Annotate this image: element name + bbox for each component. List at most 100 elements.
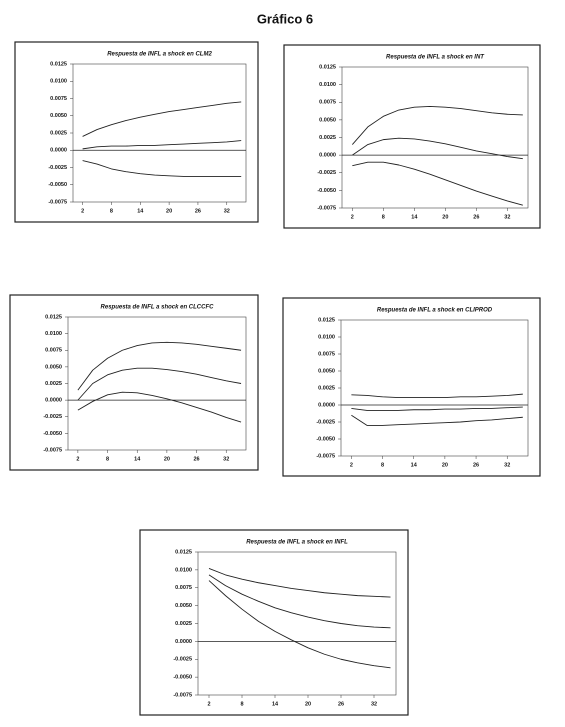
x-tick-label: 8 bbox=[382, 214, 385, 220]
response-line bbox=[352, 137, 523, 160]
y-tick-label: 0.0125 bbox=[175, 549, 192, 555]
y-tick-label: -0.0025 bbox=[43, 414, 62, 420]
y-tick-label: 0.0050 bbox=[50, 113, 67, 119]
y-tick-label: -0.0050 bbox=[43, 431, 62, 437]
response-line bbox=[208, 574, 391, 629]
y-tick-label: -0.0075 bbox=[43, 447, 62, 453]
response-line bbox=[82, 160, 242, 177]
page-title: Gráfico 6 bbox=[257, 11, 313, 26]
x-tick-label: 32 bbox=[224, 208, 230, 214]
chart-frame bbox=[14, 41, 259, 223]
chart-frame bbox=[139, 529, 409, 716]
y-tick-label: -0.0075 bbox=[317, 205, 336, 211]
x-tick-label: 14 bbox=[272, 701, 279, 707]
response-line bbox=[82, 101, 242, 137]
x-tick-label: 26 bbox=[195, 208, 201, 214]
response-line bbox=[208, 568, 391, 598]
y-tick-label: 0.0025 bbox=[50, 130, 67, 136]
y-tick-label: -0.0050 bbox=[173, 675, 192, 681]
y-tick-label: 0.0100 bbox=[50, 79, 67, 85]
x-tick-label: 26 bbox=[193, 456, 199, 462]
response-line bbox=[82, 140, 242, 150]
x-tick-label: 20 bbox=[166, 208, 172, 214]
x-tick-label: 32 bbox=[223, 456, 229, 462]
x-tick-label: 2 bbox=[351, 214, 354, 220]
y-tick-label: 0.0075 bbox=[45, 348, 62, 354]
x-tick-label: 2 bbox=[81, 208, 84, 214]
response-line bbox=[77, 367, 242, 401]
y-tick-label: 0.0050 bbox=[318, 368, 335, 374]
y-tick-label: 0.0100 bbox=[319, 82, 336, 88]
x-tick-label: 2 bbox=[76, 456, 79, 462]
y-tick-label: 0.0100 bbox=[45, 331, 62, 337]
y-tick-label: 0.0125 bbox=[319, 64, 336, 70]
y-tick-label: -0.0075 bbox=[316, 453, 335, 459]
y-tick-label: -0.0025 bbox=[173, 657, 192, 663]
y-tick-label: 0.0075 bbox=[175, 585, 192, 591]
response-line bbox=[351, 106, 523, 145]
x-tick-label: 20 bbox=[442, 462, 448, 468]
y-tick-label: -0.0075 bbox=[48, 199, 67, 205]
x-tick-label: 14 bbox=[411, 462, 418, 468]
y-tick-label: 0.0025 bbox=[318, 385, 335, 391]
chart-title: Respuesta de INFL a shock en CLCCFC bbox=[101, 305, 215, 311]
y-tick-label: 0.0100 bbox=[318, 334, 335, 340]
x-tick-label: 26 bbox=[473, 214, 479, 220]
y-tick-label: 0.0075 bbox=[318, 351, 335, 357]
chart-title: Respuesta de INFL a shock en CLM2 bbox=[107, 52, 212, 58]
y-tick-label: 0.0000 bbox=[319, 153, 336, 159]
response-line bbox=[77, 391, 242, 423]
y-tick-label: -0.0075 bbox=[173, 692, 192, 698]
chart-title: Respuesta de INFL a shock en INT bbox=[386, 55, 485, 61]
x-tick-label: 8 bbox=[110, 208, 113, 214]
y-tick-label: 0.0025 bbox=[45, 381, 62, 387]
chart-frame bbox=[282, 297, 541, 477]
x-tick-label: 32 bbox=[504, 214, 510, 220]
x-tick-label: 14 bbox=[134, 456, 141, 462]
y-tick-label: -0.0050 bbox=[317, 188, 336, 194]
x-tick-label: 20 bbox=[164, 456, 170, 462]
y-tick-label: -0.0025 bbox=[317, 170, 336, 176]
y-tick-label: -0.0050 bbox=[48, 182, 67, 188]
x-tick-label: 8 bbox=[381, 462, 384, 468]
x-tick-label: 2 bbox=[350, 462, 353, 468]
y-tick-label: 0.0125 bbox=[45, 314, 62, 320]
x-tick-label: 14 bbox=[137, 208, 144, 214]
y-tick-label: 0.0000 bbox=[45, 398, 62, 404]
y-tick-label: 0.0125 bbox=[318, 317, 335, 323]
y-tick-label: 0.0025 bbox=[319, 135, 336, 141]
y-tick-label: 0.0050 bbox=[175, 603, 192, 609]
y-tick-label: 0.0000 bbox=[175, 639, 192, 645]
x-tick-label: 8 bbox=[240, 701, 243, 707]
y-tick-label: 0.0125 bbox=[50, 61, 67, 67]
y-tick-label: -0.0050 bbox=[316, 436, 335, 442]
x-tick-label: 20 bbox=[442, 214, 448, 220]
response-line bbox=[352, 161, 523, 206]
x-tick-label: 14 bbox=[411, 214, 418, 220]
chart-title: Respuesta de INFL a shock en INFL bbox=[246, 540, 348, 546]
y-tick-label: -0.0025 bbox=[48, 165, 67, 171]
y-tick-label: 0.0025 bbox=[175, 621, 192, 627]
y-tick-label: 0.0050 bbox=[319, 117, 336, 123]
x-tick-label: 8 bbox=[106, 456, 109, 462]
chart-title: Respuesta de INFL a shock en CLIPROD bbox=[377, 308, 493, 314]
y-tick-label: 0.0100 bbox=[175, 567, 192, 573]
y-tick-label: 0.0000 bbox=[50, 148, 67, 154]
chart-frame bbox=[9, 294, 259, 471]
response-line bbox=[351, 406, 523, 411]
x-tick-label: 26 bbox=[473, 462, 479, 468]
y-tick-label: 0.0000 bbox=[318, 402, 335, 408]
x-tick-label: 2 bbox=[207, 701, 210, 707]
response-line bbox=[77, 341, 242, 391]
response-line bbox=[351, 414, 523, 426]
response-line bbox=[351, 393, 523, 398]
response-line bbox=[208, 580, 391, 669]
x-tick-label: 26 bbox=[338, 701, 344, 707]
y-tick-label: 0.0050 bbox=[45, 364, 62, 370]
x-tick-label: 32 bbox=[371, 701, 377, 707]
y-tick-label: -0.0025 bbox=[316, 419, 335, 425]
x-tick-label: 20 bbox=[305, 701, 311, 707]
y-tick-label: 0.0075 bbox=[50, 96, 67, 102]
x-tick-label: 32 bbox=[504, 462, 510, 468]
